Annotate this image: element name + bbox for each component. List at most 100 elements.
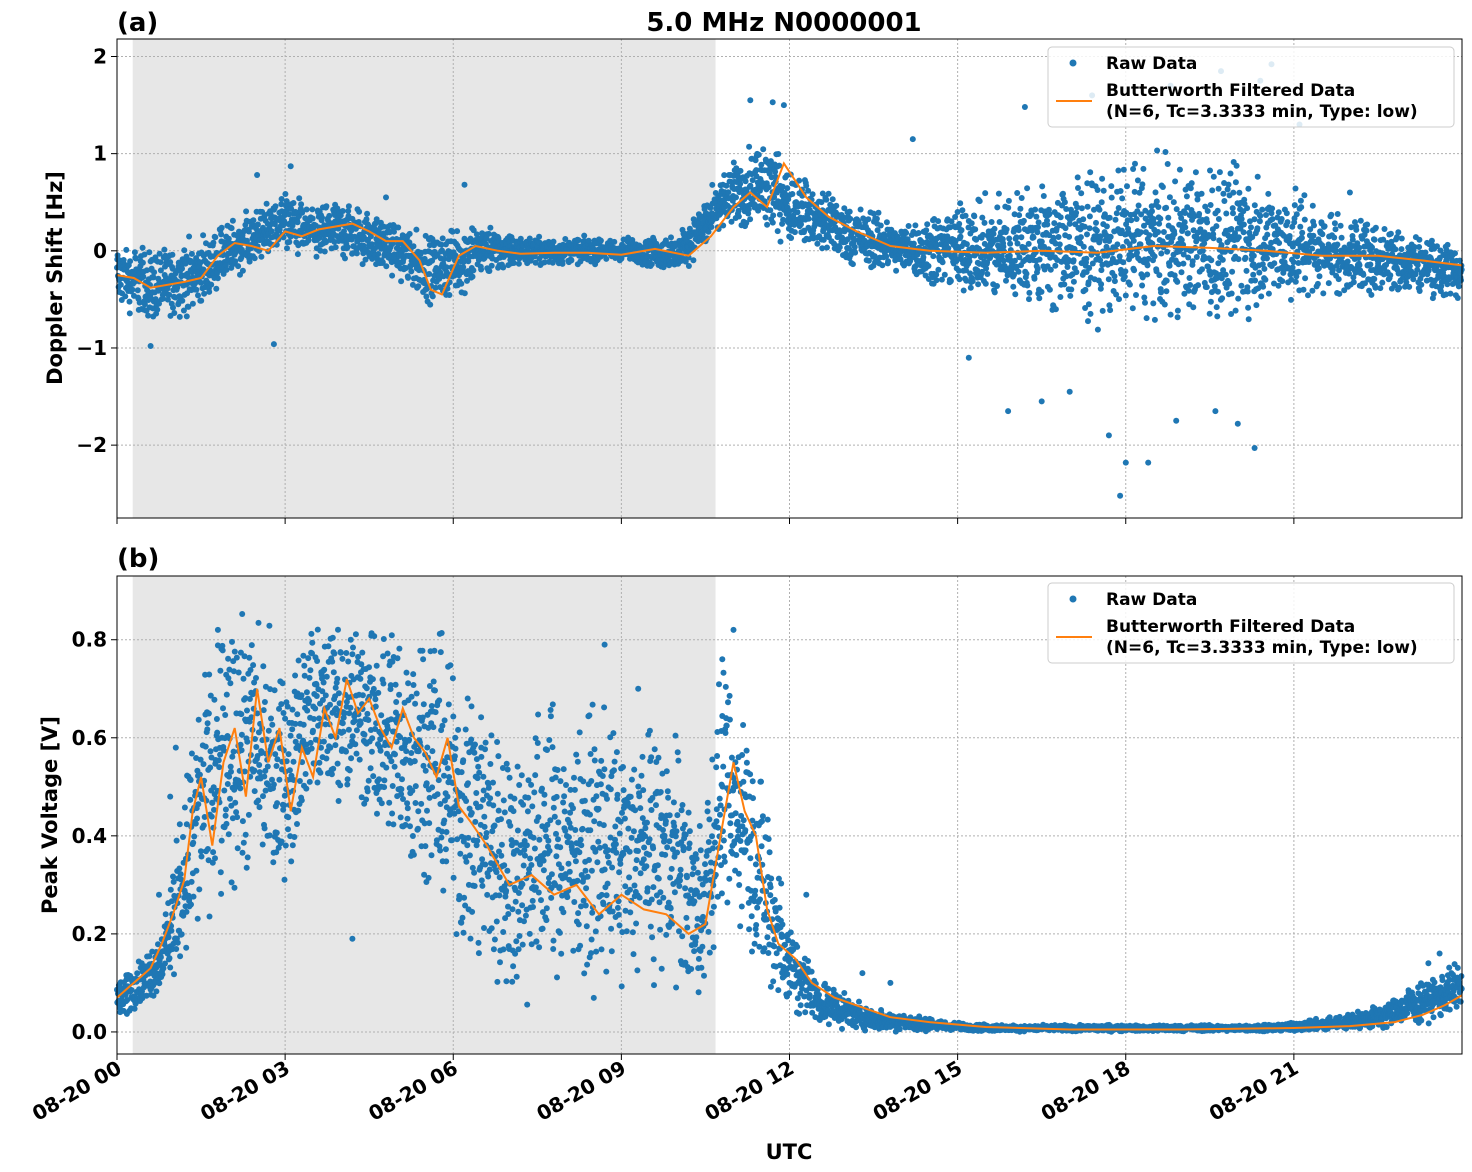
raw-data-point (1081, 223, 1088, 230)
raw-data-point (239, 611, 246, 617)
raw-data-point (189, 300, 196, 307)
raw-data-point (128, 987, 135, 994)
raw-data-point (256, 804, 263, 811)
raw-data-point (1126, 281, 1133, 288)
raw-data-point (368, 241, 375, 248)
raw-data-point (300, 721, 307, 728)
raw-data-point (1083, 255, 1090, 262)
raw-data-point (289, 706, 296, 713)
raw-data-point (948, 218, 955, 225)
raw-data-point (1286, 233, 1293, 239)
raw-data-point (140, 273, 147, 280)
raw-data-point (1020, 217, 1027, 224)
raw-data-point (1036, 295, 1043, 302)
raw-data-point (196, 771, 203, 778)
raw-data-point (957, 200, 964, 207)
raw-data-point (1142, 299, 1148, 306)
raw-data-point (1164, 161, 1171, 167)
raw-data-point (1230, 189, 1237, 196)
raw-data-point (919, 240, 926, 247)
raw-data-point (327, 701, 333, 708)
raw-data-point (893, 267, 900, 274)
raw-data-point (981, 219, 988, 226)
raw-data-point (1175, 261, 1182, 268)
raw-data-point (222, 712, 229, 718)
raw-data-point (345, 203, 352, 210)
raw-data-point (803, 182, 810, 189)
raw-data-point (1280, 269, 1287, 276)
raw-data-point (313, 253, 320, 260)
raw-data-point (279, 680, 286, 687)
raw-data-point (1156, 272, 1163, 279)
raw-data-point (210, 849, 217, 856)
raw-data-point (204, 720, 211, 727)
raw-data-point (1331, 234, 1338, 241)
raw-data-point (244, 854, 251, 861)
raw-data-point (1247, 218, 1253, 225)
raw-data-point (310, 716, 317, 722)
raw-data-point (473, 231, 480, 238)
raw-data-point (439, 235, 446, 242)
raw-data-point (1153, 198, 1160, 205)
raw-data-point (1350, 274, 1357, 281)
raw-data-point (1151, 316, 1158, 323)
panel-b: (b) Peak Voltage [V] 0.80.60.40.20.0Raw … (38, 544, 1465, 1060)
raw-data-point (686, 225, 693, 232)
raw-data-point (278, 201, 285, 208)
raw-data-point (966, 253, 973, 260)
raw-data-point (268, 228, 275, 235)
raw-data-point (1218, 275, 1225, 282)
raw-data-point (1256, 269, 1263, 276)
raw-data-point (308, 745, 315, 752)
raw-data-point (1116, 253, 1123, 260)
raw-data-point (1259, 261, 1266, 268)
raw-data-point (1325, 241, 1332, 248)
raw-data-point (1133, 216, 1140, 222)
raw-data-point (1259, 206, 1266, 213)
raw-data-point (170, 304, 176, 311)
raw-data-point (705, 228, 712, 235)
raw-data-point (159, 971, 166, 978)
raw-data-point (314, 779, 321, 786)
raw-data-point (320, 679, 327, 686)
raw-data-point (187, 796, 194, 803)
raw-data-point (1124, 183, 1130, 190)
raw-data-point (1395, 229, 1402, 236)
raw-data-point (742, 178, 749, 185)
raw-data-point (1038, 288, 1045, 295)
raw-data-point (1141, 222, 1147, 229)
raw-data-point (281, 802, 288, 809)
raw-data-point (208, 281, 215, 288)
raw-data-point (1284, 219, 1291, 226)
raw-data-point (1062, 225, 1069, 232)
raw-data-point (228, 879, 235, 886)
raw-data-point (1145, 255, 1152, 262)
raw-data-point (1086, 265, 1093, 271)
raw-data-point (984, 271, 991, 277)
raw-data-point (1353, 226, 1360, 233)
raw-data-point (198, 297, 205, 304)
raw-data-point (276, 776, 283, 783)
raw-data-point (423, 293, 430, 300)
raw-data-point (1150, 216, 1157, 222)
raw-data-point (1261, 265, 1268, 272)
raw-data-point (449, 228, 456, 235)
raw-data-point (1329, 266, 1336, 273)
raw-data-point (1108, 183, 1115, 190)
raw-data-point (1220, 267, 1227, 274)
raw-data-point (1122, 268, 1129, 275)
raw-data-point (1132, 160, 1138, 167)
panel-b-y-axis-label: Peak Voltage [V] (38, 716, 62, 914)
raw-data-point (323, 203, 330, 210)
raw-data-point (1182, 210, 1188, 216)
raw-data-point (238, 254, 245, 261)
raw-data-point (332, 742, 339, 749)
raw-data-point (1086, 213, 1093, 220)
raw-data-point (743, 220, 750, 226)
raw-data-outlier (1251, 445, 1258, 451)
raw-data-point (849, 261, 856, 268)
raw-data-point (979, 214, 986, 221)
raw-data-point (1229, 268, 1236, 275)
raw-data-point (337, 782, 344, 789)
